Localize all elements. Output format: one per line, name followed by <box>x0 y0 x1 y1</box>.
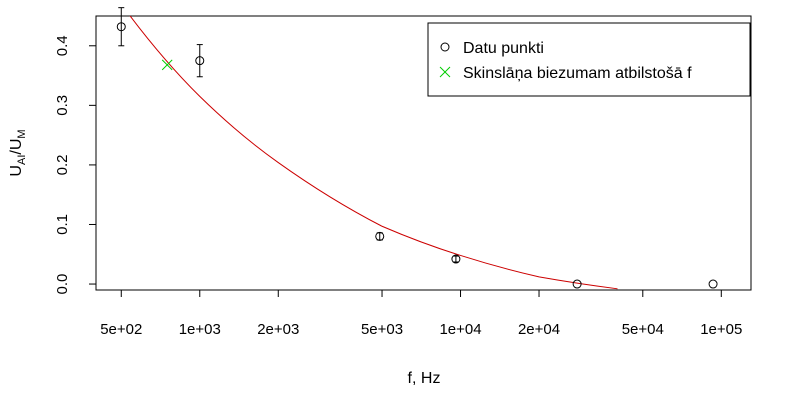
y-tick-label: 0.0 <box>54 274 71 295</box>
y-title-sub2: M <box>16 129 28 138</box>
skin-depth-marker <box>161 59 173 71</box>
y-tick-label: 0.3 <box>54 95 71 116</box>
data-point <box>116 22 126 32</box>
points-layer <box>116 7 718 289</box>
y-title-sub1: AI <box>16 155 28 165</box>
x-tick-label: 5e+03 <box>361 321 403 338</box>
legend-label-skinslana: Skinslāņa biezumam atbilstošā f <box>463 65 692 82</box>
x-tick-label: 1e+04 <box>439 321 481 338</box>
x-axis-title: f, Hz <box>408 370 441 387</box>
y-tick-label: 0.4 <box>54 35 71 56</box>
legend-label-datu-punkti: Datu punkti <box>463 40 544 57</box>
data-point <box>708 279 718 289</box>
x-tick-label: 2e+03 <box>257 321 299 338</box>
x-tick-label: 5e+02 <box>100 321 142 338</box>
x-tick-label: 5e+04 <box>622 321 664 338</box>
data-point <box>375 231 385 241</box>
y-tick-label: 0.2 <box>54 154 71 175</box>
fit-curve <box>129 16 618 290</box>
x-tick-label: 1e+03 <box>179 321 221 338</box>
data-point <box>572 279 582 289</box>
x-axis: 5e+02 1e+03 2e+03 5e+03 1e+04 2e+04 5e+04 1e+05 <box>100 289 742 338</box>
fit-curve-layer <box>129 16 618 290</box>
y-axis-title: UAI/UM <box>8 129 28 176</box>
x-tick-label: 1e+05 <box>700 321 742 338</box>
y-tick-label: 0.1 <box>54 214 71 235</box>
data-point <box>451 254 461 264</box>
x-tick-label: 2e+04 <box>518 321 560 338</box>
y-title-sep: /U <box>8 139 25 155</box>
y-title-main: U <box>8 165 25 177</box>
legend-box <box>427 22 751 97</box>
legend: Datu punkti Skinslāņa biezumam atbilstoš… <box>427 22 751 97</box>
legend-circle-marker <box>440 42 450 52</box>
y-axis: 0.0 0.1 0.2 0.3 0.4 <box>54 35 97 295</box>
legend-cross-marker <box>439 66 451 78</box>
data-point <box>195 56 205 66</box>
